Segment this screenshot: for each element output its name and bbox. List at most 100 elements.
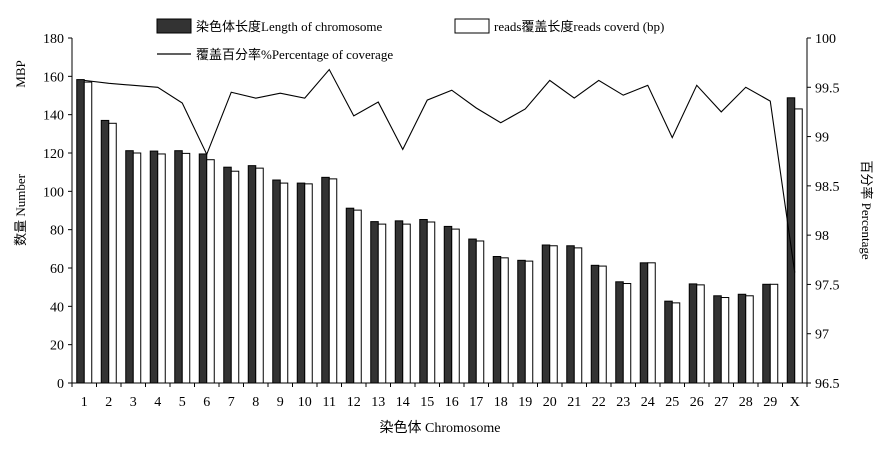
x-tick-label: 15 — [420, 395, 434, 410]
bar-chromosome-length — [272, 179, 281, 384]
bar-reads-covered — [132, 152, 142, 384]
bar-chromosome-length — [419, 219, 428, 384]
x-tick-label: 8 — [252, 395, 259, 410]
right-tick-label: 100 — [815, 32, 836, 47]
bar-chromosome-length — [590, 264, 600, 384]
bar-reads-covered — [304, 183, 313, 384]
left-tick-label: 100 — [43, 185, 64, 200]
bar-chromosome-length — [296, 182, 306, 384]
left-tick-label: 160 — [43, 70, 64, 85]
bar-chromosome-length — [100, 119, 110, 384]
left-tick-label: 80 — [50, 224, 64, 239]
right-tick-label: 97 — [815, 328, 829, 343]
x-tick-label: 4 — [154, 395, 161, 410]
x-tick-label: 26 — [690, 395, 704, 410]
legend-label-coverage-percentage: 覆盖百分率%Percentage of coverage — [196, 47, 393, 62]
plot-area — [71, 38, 808, 384]
right-tick-label: 98.5 — [815, 180, 840, 195]
bar-reads-covered — [426, 221, 436, 384]
bar-reads-covered — [745, 295, 754, 384]
bar-reads-covered — [353, 209, 362, 384]
left-tick-label: 20 — [50, 339, 64, 354]
x-tick-label: 13 — [371, 395, 385, 410]
bar-chromosome-length — [517, 259, 526, 384]
bar-reads-covered — [794, 108, 803, 384]
bar-chromosome-length — [149, 150, 159, 384]
x-tick-label: 23 — [616, 395, 630, 410]
legend: 染色体长度Length of chromosome reads覆盖长度reads… — [156, 18, 664, 62]
bar-reads-covered — [622, 283, 632, 384]
bar-reads-covered — [279, 182, 289, 384]
bar-chromosome-length — [247, 165, 257, 384]
x-tick-label: 16 — [445, 395, 459, 410]
bar-reads-covered — [206, 159, 215, 384]
x-tick-label: 10 — [298, 395, 312, 410]
bar-series-group — [76, 79, 803, 384]
bar-reads-covered — [230, 170, 240, 384]
legend-label-reads-covered: reads覆盖长度reads coverd (bp) — [494, 19, 664, 34]
bar-reads-covered — [157, 153, 166, 384]
bar-reads-covered — [696, 284, 705, 384]
left-tick-label: 140 — [43, 109, 64, 124]
x-tick-label: 11 — [323, 395, 336, 410]
bar-reads-covered — [549, 245, 558, 384]
right-tick-label: 96.5 — [815, 377, 840, 392]
bar-chromosome-length — [198, 153, 208, 384]
left-y-axis-unit-label: MBP — [13, 60, 28, 87]
right-y-axis-ticks: 96.5 97 97.5 98 98.5 99 99.5 100 — [807, 32, 840, 392]
bar-chromosome-length — [394, 220, 404, 384]
x-tick-label: 7 — [228, 395, 235, 410]
x-tick-label: 12 — [347, 395, 361, 410]
bar-chromosome-length — [76, 79, 85, 384]
bar-chromosome-length — [762, 283, 771, 384]
x-tick-label: 20 — [543, 395, 557, 410]
bar-chromosome-length — [541, 244, 551, 384]
left-y-axis-title: 数量 Number — [13, 173, 28, 246]
x-axis-title: 染色体 Chromosome — [380, 419, 501, 436]
bar-chromosome-length — [223, 166, 232, 384]
left-tick-label: 60 — [50, 262, 64, 277]
x-tick-label: 18 — [494, 395, 508, 410]
x-tick-label: 5 — [179, 395, 186, 410]
x-tick-label: 1 — [81, 395, 88, 410]
bar-chromosome-length — [468, 238, 477, 384]
bar-reads-covered — [402, 223, 411, 384]
x-tick-label: 19 — [518, 395, 532, 410]
x-tick-label: 3 — [130, 395, 137, 410]
bar-reads-covered — [573, 247, 583, 384]
bar-chromosome-length — [345, 207, 355, 384]
legend-label-chromosome-length: 染色体长度Length of chromosome — [196, 19, 383, 34]
x-tick-label: 17 — [469, 395, 483, 410]
bar-reads-covered — [720, 297, 730, 384]
x-tick-label: 6 — [203, 395, 210, 410]
x-tick-label: 22 — [592, 395, 606, 410]
bar-reads-covered — [83, 81, 93, 384]
bar-reads-covered — [647, 262, 656, 384]
bar-reads-covered — [671, 302, 681, 384]
x-tick-label: 25 — [665, 395, 679, 410]
bar-reads-covered — [524, 260, 534, 384]
left-y-axis-ticks: 0 20 40 60 80 100 120 140 160 180 — [43, 32, 72, 392]
bar-chromosome-length — [492, 256, 502, 384]
bar-reads-covered — [377, 223, 387, 384]
x-axis-ticks: 1 2 3 4 5 6 7 8 9 10 11 12 13 14 15 16 17 18 19 20 21 22 23 24 2… — [71, 383, 808, 410]
legend-swatch-chromosome-length — [156, 18, 192, 34]
bar-chromosome-length — [737, 293, 747, 384]
right-tick-label: 98 — [815, 229, 829, 244]
bar-reads-covered — [598, 265, 607, 384]
x-tick-label: X — [790, 395, 800, 410]
right-tick-label: 99.5 — [815, 81, 840, 96]
bar-chromosome-length — [688, 283, 698, 384]
left-tick-label: 180 — [43, 32, 64, 47]
right-tick-label: 99 — [815, 131, 829, 146]
bar-chromosome-length — [370, 221, 379, 384]
bar-reads-covered — [451, 228, 460, 384]
left-tick-label: 40 — [50, 300, 64, 315]
right-tick-label: 97.5 — [815, 278, 840, 293]
x-tick-label: 2 — [105, 395, 112, 410]
bar-chromosome-length — [125, 150, 134, 384]
x-tick-label: 14 — [396, 395, 410, 410]
bar-reads-covered — [769, 283, 779, 384]
x-tick-label: 21 — [567, 395, 581, 410]
